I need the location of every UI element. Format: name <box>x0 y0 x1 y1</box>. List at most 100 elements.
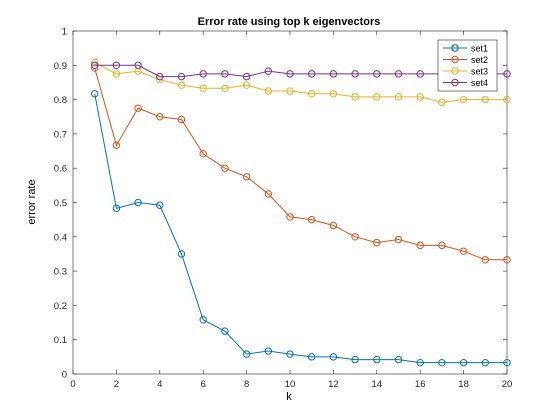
y-tick-label: 1 <box>62 27 67 38</box>
data-point-set4 <box>242 72 251 81</box>
legend-swatch-marker <box>451 44 459 52</box>
legend-item-set4: set4 <box>443 78 488 88</box>
data-point-set4 <box>91 61 99 70</box>
data-point-set4 <box>503 70 511 78</box>
y-tick-label: 0.6 <box>54 164 67 175</box>
data-point-set4 <box>329 70 338 78</box>
data-point-set1 <box>134 198 142 207</box>
x-tick-label: 10 <box>285 379 296 390</box>
data-point-set3 <box>329 90 338 98</box>
data-point-set2 <box>503 256 511 264</box>
data-point-set3 <box>286 87 294 95</box>
data-point-set2 <box>373 238 381 247</box>
data-point-set3 <box>459 95 468 104</box>
data-point-set1 <box>503 358 511 367</box>
data-point-set1 <box>329 353 338 361</box>
x-tick-label: 6 <box>201 379 206 390</box>
data-point-set2 <box>459 247 468 255</box>
data-point-set1 <box>91 90 99 98</box>
y-tick-label: 0.4 <box>54 232 67 243</box>
data-point-set2 <box>221 164 229 172</box>
data-point-set2 <box>351 233 359 241</box>
y-tick-label: 0.5 <box>54 198 67 209</box>
x-tick-label: 20 <box>502 379 513 390</box>
data-point-set3 <box>438 98 446 107</box>
data-point-set2 <box>242 173 251 181</box>
data-point-set1 <box>242 350 251 358</box>
legend-swatch-marker <box>451 55 459 64</box>
data-point-set1 <box>112 204 121 213</box>
data-point-set3 <box>308 90 316 98</box>
data-point-set1 <box>264 347 272 355</box>
data-point-set3 <box>221 84 229 92</box>
data-point-set2 <box>416 241 424 250</box>
data-point-set2 <box>394 235 403 244</box>
data-point-set4 <box>308 70 316 78</box>
data-point-set4 <box>373 70 381 78</box>
y-axis-label: error rate <box>26 179 38 224</box>
data-point-set1 <box>394 355 403 364</box>
chart-title: Error rate using top k eigenvectors <box>198 16 381 28</box>
legend-item-set2: set2 <box>443 55 488 65</box>
legend-label: set4 <box>471 78 488 88</box>
x-tick-label: 14 <box>372 379 383 390</box>
legend-swatch-marker <box>451 78 459 87</box>
data-point-set3 <box>351 93 359 101</box>
data-point-set1 <box>459 358 468 367</box>
y-tick-label: 0.7 <box>54 129 67 140</box>
data-point-set3 <box>394 93 403 101</box>
y-tick-label: 0.9 <box>54 61 67 72</box>
data-point-set1 <box>221 327 229 335</box>
data-point-set1 <box>416 358 424 367</box>
data-point-set3 <box>416 93 424 101</box>
data-point-set3 <box>199 84 207 92</box>
plot-axes: 0 2 4 6 8 10 12 14 16 18 20 0 0.1 0.2 0.3 0.4 0.5 0.6 0.7 0… <box>54 27 513 391</box>
data-point-set2 <box>308 215 316 224</box>
data-point-set2 <box>264 190 272 198</box>
legend-swatch-marker <box>451 67 459 75</box>
x-tick-label: 2 <box>114 379 119 390</box>
x-tick-label: 0 <box>70 379 75 390</box>
data-point-set1 <box>351 355 359 364</box>
data-point-set2 <box>438 241 446 250</box>
data-point-set3 <box>134 67 142 75</box>
data-point-set2 <box>112 141 121 149</box>
data-point-set1 <box>481 358 489 367</box>
series-layer <box>91 58 511 367</box>
data-point-set3 <box>481 95 489 104</box>
legend-item-set1: set1 <box>443 43 488 53</box>
series-set1 <box>91 90 511 367</box>
data-point-set1 <box>156 201 164 209</box>
data-point-set4 <box>264 67 272 75</box>
x-tick-label: 8 <box>244 379 249 390</box>
x-tick-label: 12 <box>328 379 339 390</box>
data-point-set2 <box>329 221 338 230</box>
y-tick-label: 0.1 <box>54 335 67 346</box>
data-point-set4 <box>199 70 207 78</box>
legend-label: set2 <box>471 55 488 65</box>
data-point-set3 <box>242 81 251 89</box>
data-point-set1 <box>286 350 294 358</box>
data-point-set4 <box>177 72 186 81</box>
data-point-set4 <box>156 72 164 81</box>
data-point-set2 <box>177 115 186 124</box>
data-point-set4 <box>286 70 294 78</box>
series-set2 <box>91 64 511 264</box>
data-point-set3 <box>503 95 511 104</box>
data-point-set4 <box>221 70 229 78</box>
y-tick-label: 0.3 <box>54 267 67 278</box>
x-axis-label: k <box>286 391 292 403</box>
data-point-set2 <box>156 113 164 121</box>
data-point-set4 <box>394 70 403 78</box>
data-point-set3 <box>373 93 381 101</box>
data-point-set3 <box>264 87 272 95</box>
legend-item-set3: set3 <box>443 66 488 76</box>
data-point-set2 <box>286 213 294 221</box>
data-point-set4 <box>351 70 359 78</box>
data-point-set1 <box>177 250 186 258</box>
x-tick-label: 4 <box>157 379 162 390</box>
legend-label: set1 <box>471 43 488 53</box>
y-tick-label: 0.8 <box>54 95 67 106</box>
data-point-set4 <box>416 70 424 78</box>
